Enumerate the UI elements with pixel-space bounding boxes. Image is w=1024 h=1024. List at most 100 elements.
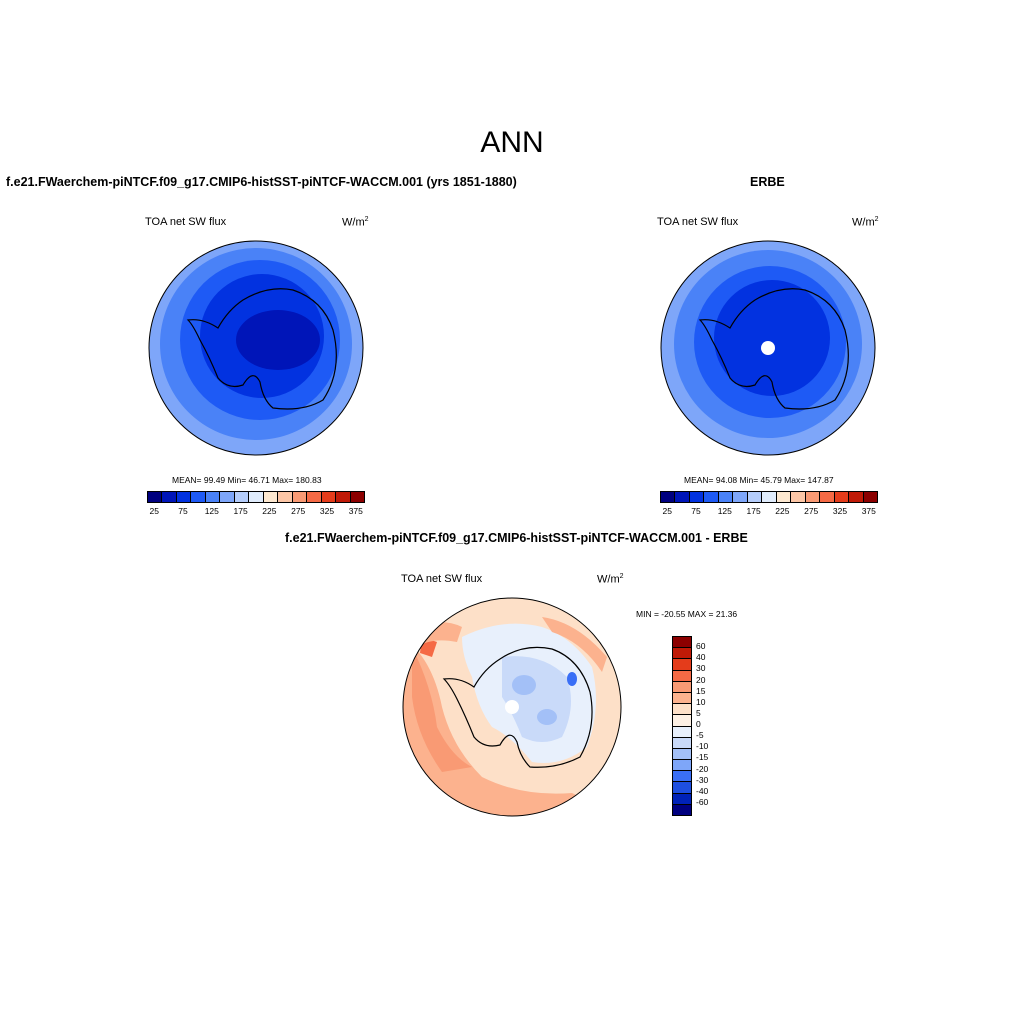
colorbar-label: 275 [804, 506, 819, 516]
colorbar-label: 275 [291, 506, 306, 516]
colorbar-swatch [673, 704, 691, 716]
panel-3-colorbar [672, 636, 692, 816]
colorbar-swatch [673, 737, 691, 749]
colorbar-swatch [673, 726, 691, 738]
missing-data-hole [761, 341, 775, 355]
panel-1-colorbar [147, 491, 365, 503]
colorbar-swatch [249, 492, 264, 502]
colorbar-label: 60 [696, 641, 706, 652]
colorbar-label: -60 [696, 796, 709, 807]
colorbar-swatch [673, 637, 691, 649]
panel-1-polar-map [148, 240, 364, 456]
colorbar-label: 375 [861, 506, 876, 516]
colorbar-label: -40 [696, 785, 709, 796]
colorbar-swatch [673, 648, 691, 660]
colorbar-label: 25 [662, 506, 672, 516]
colorbar-label: -15 [696, 752, 709, 763]
colorbar-swatch [834, 492, 850, 502]
colorbar-label: 40 [696, 652, 706, 663]
colorbar-label: 20 [696, 674, 706, 685]
colorbar-swatch [321, 492, 337, 502]
colorbar-swatch [673, 804, 691, 815]
colorbar-swatch [176, 492, 192, 502]
colorbar-swatch [292, 492, 308, 502]
colorbar-swatch [673, 715, 691, 727]
colorbar-swatch [704, 492, 719, 502]
colorbar-swatch [661, 492, 676, 502]
panel-2-title: ERBE [750, 175, 785, 189]
colorbar-swatch [350, 492, 365, 502]
colorbar-label: 175 [746, 506, 761, 516]
colorbar-swatch [718, 492, 734, 502]
colorbar-swatch [673, 659, 691, 671]
colorbar-label: 325 [832, 506, 848, 516]
panel-3-stats: MIN = -20.55 MAX = 21.36 [636, 609, 738, 619]
colorbar-label: -5 [696, 730, 704, 741]
colorbar-label: 75 [178, 506, 188, 516]
colorbar-swatch [278, 492, 293, 502]
panel-3-polar-map [402, 597, 622, 817]
colorbar-label: 5 [696, 707, 701, 718]
colorbar-label: 325 [319, 506, 335, 516]
colorbar-label: 225 [775, 506, 790, 516]
colorbar-swatch [673, 670, 691, 682]
antarctica-coastline-1 [186, 288, 337, 410]
colorbar-label: 30 [696, 663, 706, 674]
colorbar-label: 75 [691, 506, 701, 516]
panel-2-colorbar [660, 491, 878, 503]
panel-1-variable: TOA net SW flux [145, 216, 227, 228]
panel-2-polar-map [660, 240, 876, 456]
colorbar-label: 25 [149, 506, 159, 516]
colorbar-swatch [234, 492, 250, 502]
colorbar-swatch [673, 760, 691, 772]
colorbar-swatch [307, 492, 322, 502]
colorbar-label: 0 [696, 719, 701, 729]
colorbar-swatch [191, 492, 206, 502]
colorbar-swatch [849, 492, 864, 502]
colorbar-swatch [220, 492, 235, 502]
panel-1-title: f.e21.FWaerchem-piNTCF.f09_g17.CMIP6-his… [6, 175, 517, 189]
colorbar-swatch [776, 492, 792, 502]
colorbar-swatch [673, 771, 691, 783]
colorbar-swatch [673, 681, 691, 693]
main-title: ANN [480, 126, 544, 159]
panel-3-variable: TOA net SW flux [401, 573, 483, 585]
colorbar-swatch [673, 793, 691, 805]
colorbar-swatch [675, 492, 690, 502]
colorbar-label: -10 [696, 741, 709, 752]
colorbar-label: 125 [204, 506, 219, 516]
panel-3-title: f.e21.FWaerchem-piNTCF.f09_g17.CMIP6-his… [285, 531, 748, 545]
colorbar-label: 175 [233, 506, 248, 516]
colorbar-swatch [673, 782, 691, 794]
antarctica-coastline-2 [698, 288, 849, 410]
colorbar-label: 15 [696, 685, 706, 696]
colorbar-swatch [733, 492, 748, 502]
colorbar-swatch [162, 492, 177, 502]
colorbar-label: -30 [696, 774, 709, 785]
colorbar-swatch [205, 492, 221, 502]
colorbar-swatch [673, 748, 691, 761]
colorbar-swatch [805, 492, 821, 502]
antarctica-coastline-3 [442, 646, 593, 768]
colorbar-swatch [673, 692, 691, 705]
colorbar-swatch [747, 492, 763, 502]
panel-1-stats: MEAN= 99.49 Min= 46.71 Max= 180.83 [172, 475, 322, 485]
colorbar-swatch [791, 492, 806, 502]
panel-2-units: W/m2 [852, 216, 879, 229]
colorbar-label: 125 [717, 506, 732, 516]
colorbar-swatch [863, 492, 878, 502]
panel-2-stats: MEAN= 94.08 Min= 45.79 Max= 147.87 [684, 475, 834, 485]
colorbar-swatch [263, 492, 279, 502]
missing-data-hole [505, 700, 519, 714]
colorbar-label: -20 [696, 763, 709, 774]
colorbar-label: 375 [348, 506, 363, 516]
panel-2-variable: TOA net SW flux [657, 216, 739, 228]
colorbar-swatch [148, 492, 163, 502]
panel-3-units: W/m2 [597, 573, 624, 586]
panel-3-colorbar-labels: 60 40 30 20 15 10 5 0 -5 -10 -15 -20 -30 -40 -60 [696, 636, 736, 814]
colorbar-swatch [689, 492, 705, 502]
colorbar-swatch [820, 492, 835, 502]
colorbar-swatch [336, 492, 351, 502]
panel-1-units: W/m2 [342, 216, 369, 229]
colorbar-swatch [762, 492, 777, 502]
